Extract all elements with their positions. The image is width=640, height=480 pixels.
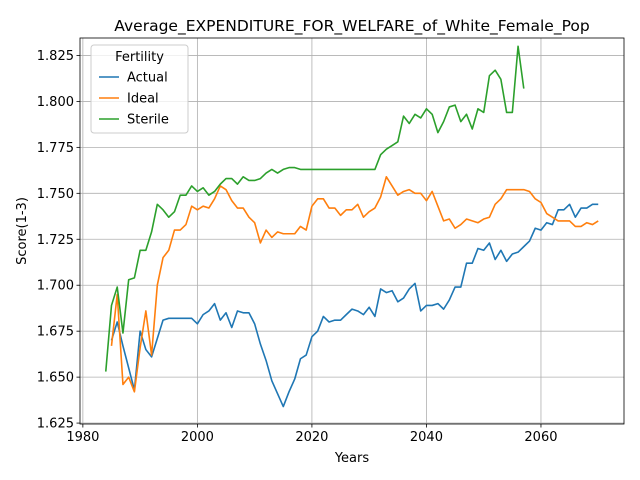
legend: Fertility Actual Ideal Sterile: [90, 44, 189, 134]
legend-label-actual: Actual: [127, 71, 168, 86]
series-line-actual: [110, 203, 599, 408]
x-tick-label: 2000: [181, 430, 214, 445]
x-tick-label: 2040: [410, 430, 443, 445]
y-tick-label: 1.750: [37, 187, 74, 202]
y-tick-label: 1.625: [37, 417, 74, 432]
y-tick-label: 1.700: [37, 279, 74, 294]
plot-lines: [104, 45, 599, 408]
x-axis-label: Years: [334, 451, 370, 466]
x-axis-ticks: 1980 2000 2020 2040 2060: [66, 424, 558, 445]
chart-title: Average_EXPENDITURE_FOR_WELFARE_of_White…: [114, 17, 589, 36]
series-line-sterile: [104, 45, 525, 372]
legend-box: [90, 44, 189, 134]
y-tick-label: 1.800: [37, 95, 74, 110]
x-tick-label: 1980: [66, 430, 99, 445]
y-tick-label: 1.675: [37, 325, 74, 340]
legend-entries: Actual Ideal Sterile: [99, 71, 169, 128]
y-axis-label: Score(1-3): [15, 197, 30, 265]
y-tick-label: 1.775: [37, 141, 74, 156]
x-tick-label: 2060: [524, 430, 557, 445]
grid: [80, 38, 624, 424]
plot-area-frame: [79, 37, 625, 425]
y-axis-ticks: 1.625 1.650 1.675 1.700 1.725 1.750 1.775 1.800…: [37, 49, 80, 432]
legend-title: Fertility: [115, 50, 164, 65]
x-tick-label: 2020: [295, 430, 328, 445]
legend-label-ideal: Ideal: [127, 92, 159, 107]
y-tick-label: 1.825: [37, 49, 74, 64]
y-tick-label: 1.650: [37, 371, 74, 386]
series-line-ideal: [110, 175, 599, 393]
legend-label-sterile: Sterile: [127, 113, 169, 128]
y-tick-label: 1.725: [37, 233, 74, 248]
